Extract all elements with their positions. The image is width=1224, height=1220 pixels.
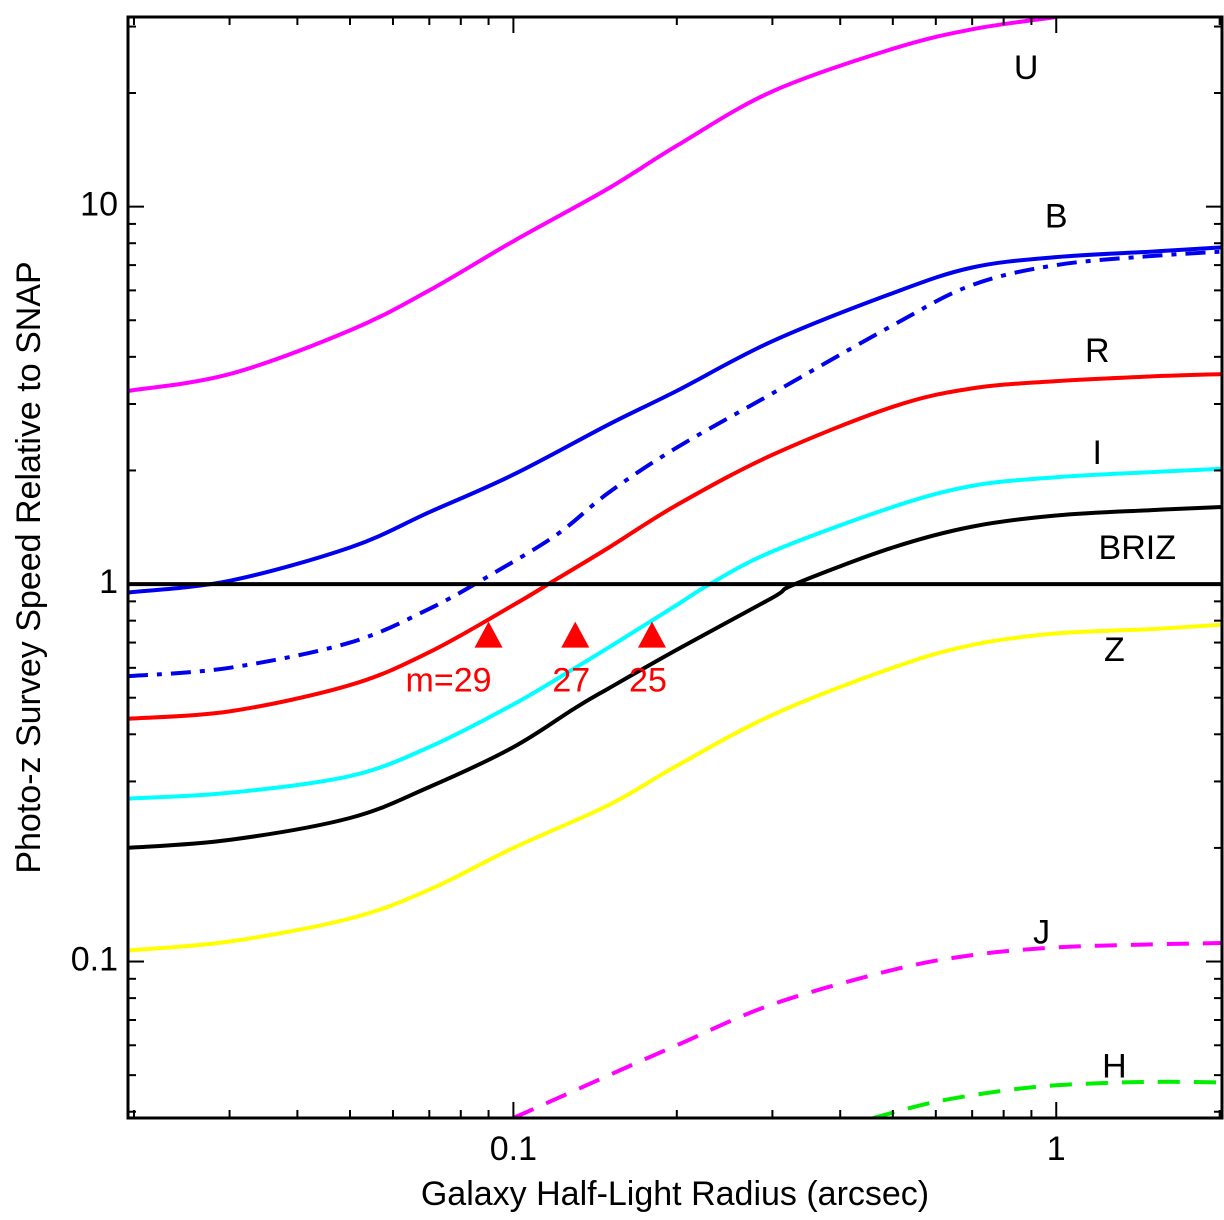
plot-frame [126, 15, 1224, 1120]
curve-labels-layer: U B R I BRIZ Z J H [1014, 49, 1176, 1086]
x-tick-label: 0.1 [490, 1130, 537, 1168]
curves-layer [128, 17, 1222, 1118]
series-line-b-1 [128, 245, 1222, 595]
curve-label-briz: BRIZ [1099, 529, 1176, 567]
y-tick-label: 1 [99, 563, 118, 601]
marker-label-1: 27 [552, 662, 590, 700]
marker-label-0: m=29 [406, 662, 492, 700]
series-line-r-3 [128, 372, 1222, 721]
marker-triangle-1 [561, 621, 590, 648]
marker-triangle-2 [637, 621, 666, 648]
curve-label-i: I [1093, 434, 1102, 472]
series-line-u-0 [128, 17, 1057, 393]
curve-label-z: Z [1104, 631, 1125, 669]
tick-labels-layer: 0.1 1 0.1 1 10 [71, 186, 1066, 1168]
curve-label-h: H [1102, 1048, 1127, 1086]
markers-layer: m=29 27 25 [406, 621, 667, 700]
marker-label-2: 25 [629, 662, 667, 700]
curve-label-r: R [1085, 332, 1110, 370]
curve-label-j: J [1033, 913, 1050, 951]
series-line-dashdot-2 [128, 249, 1222, 679]
series-line-z-7 [128, 622, 1222, 953]
series-line-j-8 [512, 941, 1222, 1118]
marker-triangle-0 [474, 621, 503, 648]
y-axis-title: Photo-z Survey Speed Relative to SNAP [10, 261, 48, 873]
y-tick-label: 0.1 [71, 941, 118, 979]
x-axis-title: Galaxy Half-Light Radius (arcsec) [421, 1175, 929, 1213]
curve-label-u: U [1014, 49, 1039, 87]
curve-label-b: B [1045, 198, 1068, 236]
series-line-i-4 [128, 466, 1222, 801]
series-line-briz-5 [128, 505, 1222, 850]
series-line-h-9 [872, 1079, 1222, 1118]
y-tick-label: 10 [80, 186, 118, 224]
x-tick-label: 1 [1047, 1130, 1066, 1168]
